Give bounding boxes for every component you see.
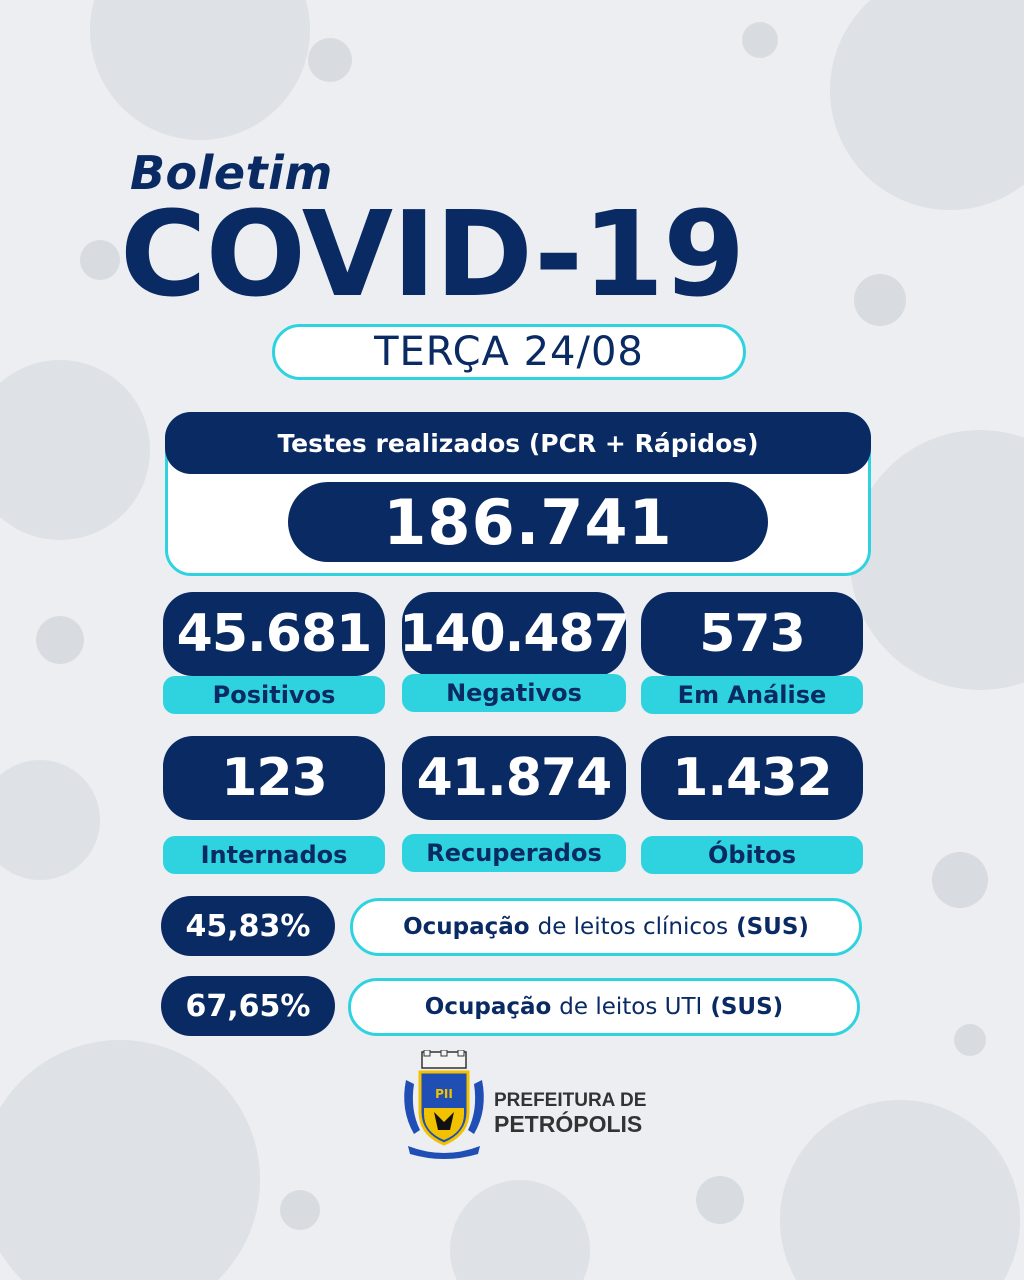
coat-of-arms-icon: PII xyxy=(404,1050,484,1159)
covid-title: COVID-19 xyxy=(120,185,745,323)
date-badge: TERÇA 24/08 xyxy=(272,324,746,380)
clinical-occupancy-label: Ocupação de leitos clínicos (SUS) xyxy=(350,898,862,956)
recuperados-label: Recuperados xyxy=(402,834,626,872)
tests-label: Testes realizados (PCR + Rápidos) xyxy=(277,428,759,458)
em-analise-value: 573 xyxy=(641,592,863,676)
icu-occupancy-tag: (SUS) xyxy=(710,994,784,1020)
negativos-label: Negativos xyxy=(402,674,626,712)
negativos-value: 140.487 xyxy=(399,592,630,676)
icu-occupancy-value: 67,65% xyxy=(161,976,335,1036)
clinical-occupancy-bold: Ocupação xyxy=(403,914,530,940)
obitos-value: 1.432 xyxy=(641,736,863,820)
tests-number: 186.741 xyxy=(383,485,673,559)
svg-text:PII: PII xyxy=(435,1087,453,1101)
icu-occupancy-label: Ocupação de leitos UTI (SUS) xyxy=(348,978,860,1036)
prefeitura-line1: PREFEITURA DE xyxy=(494,1090,647,1111)
icu-occupancy-text: de leitos UTI xyxy=(559,994,703,1020)
em-analise-label: Em Análise xyxy=(641,676,863,714)
boletim-subtitle: Boletim xyxy=(130,146,333,200)
clinical-occupancy-tag: (SUS) xyxy=(736,914,809,940)
prefeitura-line2: PETRÓPOLIS xyxy=(494,1111,643,1137)
positivos-value: 45.681 xyxy=(163,592,385,676)
tests-value: 186.741 xyxy=(288,482,768,562)
clinical-occupancy-value: 45,83% xyxy=(161,896,335,956)
icu-occupancy-bold: Ocupação xyxy=(424,994,552,1020)
clinical-occupancy-text: de leitos clínicos xyxy=(537,914,729,940)
tests-header: Testes realizados (PCR + Rápidos) xyxy=(165,412,871,474)
internados-value: 123 xyxy=(163,736,385,820)
positivos-label: Positivos xyxy=(163,676,385,714)
date-text: TERÇA 24/08 xyxy=(374,329,644,375)
obitos-label: Óbitos xyxy=(641,836,863,874)
internados-label: Internados xyxy=(163,836,385,874)
recuperados-value: 41.874 xyxy=(402,736,626,820)
